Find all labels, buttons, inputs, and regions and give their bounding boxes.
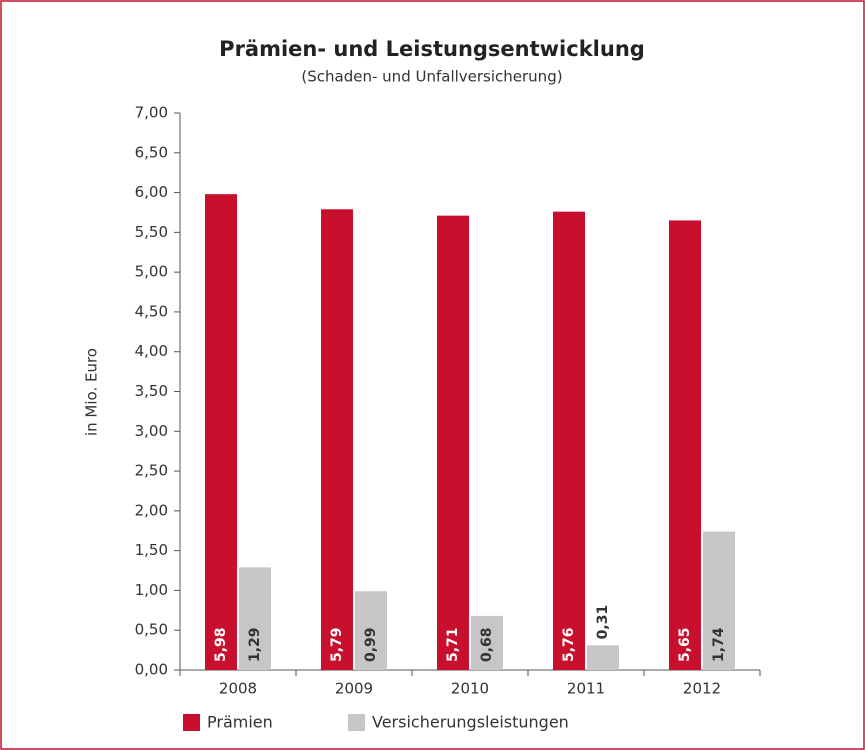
value-label: 5,71 <box>445 627 461 662</box>
y-tick-label: 0,00 <box>135 661 168 679</box>
bar <box>355 591 387 670</box>
bar <box>587 645 619 670</box>
y-tick-label: 7,00 <box>135 104 168 122</box>
bar <box>553 211 585 670</box>
bar <box>239 567 271 670</box>
y-tick-label: 2,50 <box>135 462 168 480</box>
value-label: 5,79 <box>329 627 345 662</box>
value-label: 5,76 <box>561 627 577 662</box>
bar <box>703 531 735 670</box>
y-axis-label: in Mio. Euro <box>83 348 101 436</box>
x-tick-label: 2011 <box>567 680 605 698</box>
bar <box>437 215 469 670</box>
y-tick-label: 6,50 <box>135 143 168 161</box>
x-tick-label: 2009 <box>335 680 373 698</box>
bar <box>669 220 701 670</box>
legend-label: Versicherungsleistungen <box>372 713 569 732</box>
x-tick-label: 2008 <box>219 680 257 698</box>
bar <box>205 194 237 671</box>
y-tick-label: 0,50 <box>135 621 168 639</box>
legend-label: Prämien <box>207 713 273 732</box>
y-tick-label: 2,00 <box>135 501 168 519</box>
bar <box>321 209 353 670</box>
y-tick-label: 4,50 <box>135 302 168 320</box>
legend-swatch <box>348 714 365 731</box>
value-label: 0,68 <box>479 627 495 662</box>
chart-subtitle: (Schaden- und Unfallversicherung) <box>301 68 562 86</box>
y-tick-label: 3,50 <box>135 382 168 400</box>
y-tick-label: 5,50 <box>135 223 168 241</box>
x-tick-label: 2012 <box>683 680 721 698</box>
value-label: 1,74 <box>711 627 727 662</box>
value-label: 0,99 <box>363 627 379 662</box>
y-tick-label: 4,00 <box>135 342 168 360</box>
chart-title: Prämien- und Leistungsentwicklung <box>219 37 645 61</box>
value-label: 5,98 <box>213 627 229 662</box>
bar <box>471 615 503 670</box>
y-tick-label: 3,00 <box>135 422 168 440</box>
y-tick-label: 6,00 <box>135 183 168 201</box>
value-label: 1,29 <box>247 627 263 662</box>
y-tick-label: 1,00 <box>135 581 168 599</box>
y-tick-label: 1,50 <box>135 541 168 559</box>
legend-swatch <box>183 714 200 731</box>
value-label: 0,31 <box>595 605 611 640</box>
x-tick-label: 2010 <box>451 680 489 698</box>
value-label: 5,65 <box>677 627 693 662</box>
y-tick-label: 5,00 <box>135 263 168 281</box>
